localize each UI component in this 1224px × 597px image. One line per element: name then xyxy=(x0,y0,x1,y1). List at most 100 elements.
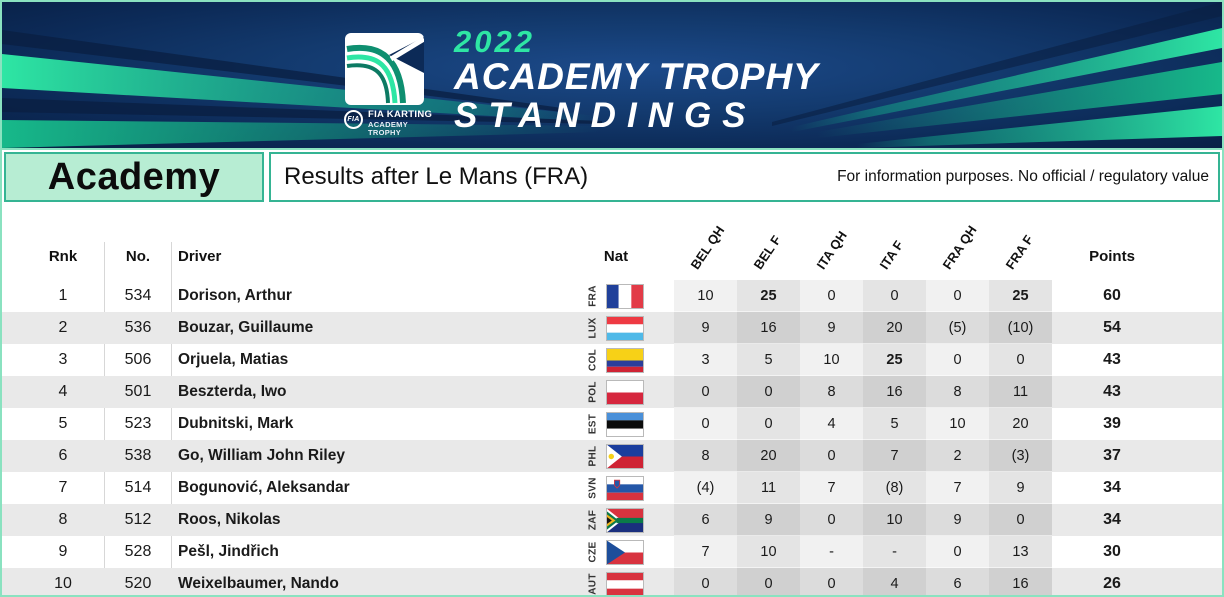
car-number-value: 538 xyxy=(124,447,152,464)
rank-value: 2 xyxy=(58,319,68,336)
table-row: 10 520 Weixelbaumer, Nando AUT 0 0 0 4 6 16 26 xyxy=(2,568,1222,595)
car-number-value: 514 xyxy=(124,479,152,496)
rank-value: 4 xyxy=(58,383,68,400)
race-column-label: ITA QH xyxy=(813,228,850,272)
rank-value: 7 xyxy=(58,479,68,496)
points-value: 60 xyxy=(1103,287,1121,304)
car-number-value: 536 xyxy=(124,319,152,336)
table-row: 4 501 Beszterda, Iwo POL 0 0 8 16 8 11 43 xyxy=(2,376,1222,408)
table-row: 1 534 Dorison, Arthur FRA 10 25 0 0 0 25 60 xyxy=(2,280,1222,312)
points-value: 30 xyxy=(1103,543,1121,560)
rank-value: 5 xyxy=(58,415,68,432)
nationality-code: ZAF xyxy=(587,509,599,531)
car-number-value: 506 xyxy=(124,351,152,368)
points-value: 43 xyxy=(1103,351,1121,368)
race-result-value: (4) xyxy=(674,472,737,504)
driver-name: Bogunović, Aleksandar xyxy=(178,479,350,496)
race-result-value: 9 xyxy=(800,312,863,344)
race-result-value: 7 xyxy=(863,440,926,472)
column-divider xyxy=(104,242,105,595)
race-result-value: (10) xyxy=(989,312,1052,344)
nationality-code: EST xyxy=(587,413,599,435)
banner-title-standings: STANDINGS xyxy=(454,95,757,135)
race-result-value: - xyxy=(863,536,926,568)
race-result-value: 11 xyxy=(989,376,1052,408)
race-result-value: 5 xyxy=(737,344,800,376)
points-value: 39 xyxy=(1103,415,1121,432)
race-result-value: 9 xyxy=(674,312,737,344)
banner: FIA FIA KARTING ACADEMY TROPHY 2022 ACAD… xyxy=(2,2,1222,150)
race-result-value: 4 xyxy=(800,408,863,440)
nationality-code: POL xyxy=(587,381,599,403)
driver-name: Weixelbaumer, Nando xyxy=(178,575,339,592)
rank-value: 3 xyxy=(58,351,68,368)
race-result-value: (8) xyxy=(863,472,926,504)
fia-roundel-icon: FIA xyxy=(344,110,363,129)
table-row: 2 536 Bouzar, Guillaume LUX 9 16 9 20 (5) (10) 54 xyxy=(2,312,1222,344)
race-column-label: ITA F xyxy=(876,237,907,272)
nationality-code: PHL xyxy=(587,445,599,467)
race-result-value: 25 xyxy=(863,344,926,376)
table-row: 7 514 Bogunović, Aleksandar SVN (4) 11 7 (8) 7 9 3… xyxy=(2,472,1222,504)
race-result-value: 13 xyxy=(989,536,1052,568)
race-result-value: 0 xyxy=(800,440,863,472)
race-result-value: (3) xyxy=(989,440,1052,472)
race-result-value: 16 xyxy=(863,376,926,408)
flag-aut-icon xyxy=(606,572,644,595)
race-result-value: 0 xyxy=(989,344,1052,376)
column-header-nat: Nat xyxy=(603,248,629,265)
race-result-value: 0 xyxy=(737,376,800,408)
race-result-value: 10 xyxy=(800,344,863,376)
logo-caption: FIA FIA KARTING ACADEMY TROPHY xyxy=(344,109,432,137)
driver-name: Orjuela, Matias xyxy=(178,351,289,368)
table-row: 9 528 Pešl, Jindřich CZE 7 10- -0 13 30 xyxy=(2,536,1222,568)
points-value: 54 xyxy=(1103,319,1121,336)
nationality-code: LUX xyxy=(587,317,599,339)
category-box: Academy xyxy=(4,152,264,202)
driver-name: Beszterda, Iwo xyxy=(178,383,287,400)
flag-phl-icon xyxy=(606,444,644,469)
race-result-value: 25 xyxy=(737,280,800,312)
race-result-value: 9 xyxy=(737,504,800,536)
race-result-value: 2 xyxy=(926,440,989,472)
race-result-value: 20 xyxy=(863,312,926,344)
flag-zaf-icon xyxy=(606,508,644,533)
flag-pol-icon xyxy=(606,380,644,405)
race-result-value: 10 xyxy=(926,408,989,440)
race-column-label: BEL F xyxy=(750,232,784,272)
race-result-value: (5) xyxy=(926,312,989,344)
race-result-value: 9 xyxy=(989,472,1052,504)
race-column-label: BEL QH xyxy=(687,223,728,272)
race-result-value: 8 xyxy=(926,376,989,408)
car-number-value: 501 xyxy=(124,383,152,400)
race-result-value: 0 xyxy=(800,280,863,312)
race-result-value: 10 xyxy=(863,504,926,536)
nationality-code: FRA xyxy=(587,285,599,307)
race-result-value: 0 xyxy=(989,504,1052,536)
column-header-number: No. xyxy=(125,248,151,265)
flag-svn-icon xyxy=(606,476,644,501)
karting-track-icon xyxy=(346,36,424,104)
race-result-value: 16 xyxy=(989,568,1052,595)
race-result-value: 7 xyxy=(674,536,737,568)
flag-est-icon xyxy=(606,412,644,437)
column-header-points: Points xyxy=(1089,248,1135,265)
column-header-rank: Rnk xyxy=(48,248,78,265)
driver-name: Pešl, Jindřich xyxy=(178,543,279,560)
table-row: 6 538 Go, William John Riley PHL 8 20 0 7 2 (3) 37 xyxy=(2,440,1222,472)
race-result-value: 4 xyxy=(863,568,926,595)
driver-name: Roos, Nikolas xyxy=(178,511,281,528)
race-result-value: 16 xyxy=(737,312,800,344)
driver-name: Go, William John Riley xyxy=(178,447,345,464)
driver-name: Dubnitski, Mark xyxy=(178,415,294,432)
race-result-value: 0 xyxy=(737,408,800,440)
nationality-code: AUT xyxy=(587,573,599,595)
flag-lux-icon xyxy=(606,316,644,341)
race-column-label: FRA F xyxy=(1002,232,1037,272)
points-value: 26 xyxy=(1103,575,1121,592)
car-number-value: 512 xyxy=(124,511,152,528)
nationality-code: CZE xyxy=(587,541,599,563)
race-result-value: 0 xyxy=(674,408,737,440)
rank-value: 1 xyxy=(58,287,68,304)
race-result-value: 25 xyxy=(989,280,1052,312)
